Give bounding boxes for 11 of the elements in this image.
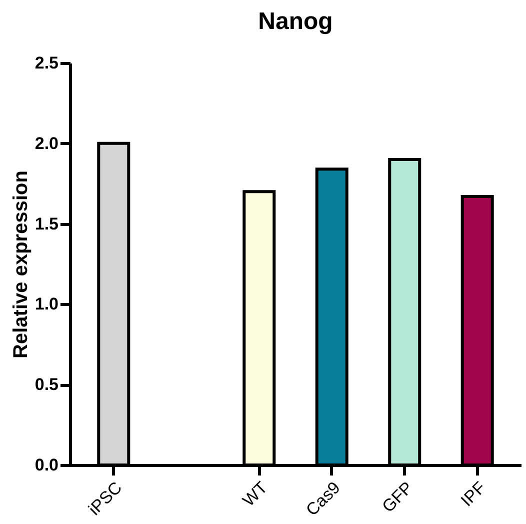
- y-tick-label: 2.0: [34, 134, 58, 153]
- y-axis-title: Relative expression: [10, 170, 32, 358]
- y-tick-label: 2.5: [34, 54, 58, 72]
- y-tick-label: 1.0: [34, 294, 58, 314]
- y-tick-label: 0.0: [34, 456, 58, 474]
- x-tick-label: GFP: [378, 478, 417, 516]
- y-tick-label: 0.5: [34, 375, 58, 394]
- y-tick-label: 1.5: [34, 214, 58, 234]
- x-tick-label: WT: [239, 478, 272, 510]
- x-tick-label: IPF: [457, 478, 490, 510]
- chart-title: Nanog: [258, 8, 333, 35]
